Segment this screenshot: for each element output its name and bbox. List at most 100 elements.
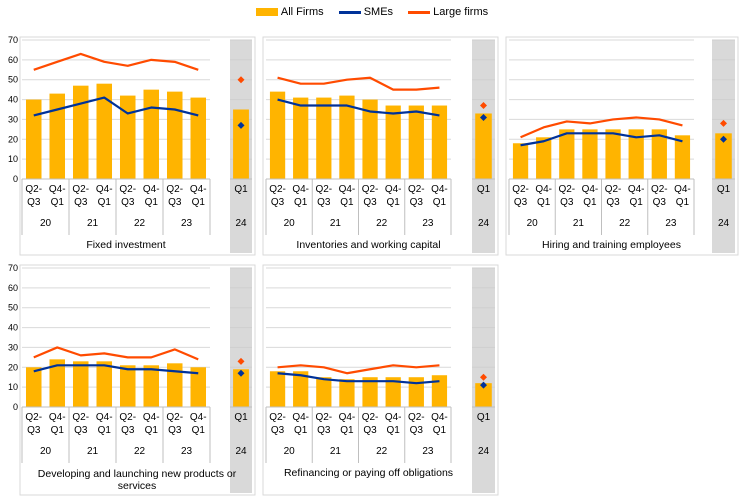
x-tick-label-top: Q2- — [166, 412, 183, 423]
x-tick-label-bottom: Q3 — [271, 425, 285, 436]
x-tick-label-bottom: Q1 — [340, 197, 354, 208]
x-tick-label-top: Q4- — [339, 184, 356, 195]
bar-all-firms — [293, 97, 309, 179]
chart-panel-1: 0 10 20 30 40 50 60 70 Q2- Q3 Q4- Q1 Q2- Q3 Q4- Q1 Q2- Q3… — [8, 35, 256, 256]
x-tick-label-bottom: Q1 — [192, 197, 206, 208]
x-latest-year-label: 24 — [478, 218, 490, 229]
x-tick-label-bottom: Q3 — [27, 197, 41, 208]
x-year-label: 21 — [330, 218, 342, 229]
y-tick-label: 70 — [8, 263, 18, 273]
x-tick-label-bottom: Q1 — [433, 197, 447, 208]
x-tick-label-top: Q2- — [72, 184, 89, 195]
bar-all-firms — [408, 105, 424, 179]
x-tick-label-top: Q2- — [25, 412, 42, 423]
legend-swatch-large-firms — [408, 10, 431, 14]
x-tick-label-top: Q4- — [431, 184, 448, 195]
x-year-label: 21 — [87, 218, 99, 229]
x-tick-label-top: Q2- — [408, 184, 425, 195]
x-tick-label-top: Q2- — [512, 184, 529, 195]
x-tick-label-bottom: Q3 — [317, 197, 331, 208]
marker-latest-large-firms — [720, 119, 727, 127]
x-tick-label-bottom: Q3 — [317, 425, 331, 436]
y-tick-label: 30 — [8, 114, 18, 124]
x-tick-label-bottom: Q1 — [294, 425, 308, 436]
x-tick-label-top: Q4- — [143, 412, 160, 423]
x-tick-label-bottom: Q3 — [363, 425, 377, 436]
x-latest-year-label: 24 — [718, 218, 730, 229]
bar-all-firms — [536, 137, 552, 179]
x-latest-quarter-label: Q1 — [234, 412, 248, 423]
marker-latest-smes — [720, 135, 727, 143]
bar-all-firms — [385, 377, 401, 407]
bar-all-firms — [674, 135, 691, 179]
legend-item-large-firms: Large firms — [408, 6, 488, 18]
bar-all-firms — [362, 99, 378, 179]
line-smes — [277, 98, 440, 117]
x-latest-year-label: 24 — [478, 446, 490, 457]
x-latest-year-label: 24 — [235, 218, 247, 229]
bar-all-firms — [431, 375, 448, 407]
x-tick-label-top: Q4- — [582, 184, 599, 195]
line-smes — [520, 132, 683, 147]
bar-latest-all-firms — [715, 133, 732, 179]
line-smes — [33, 364, 199, 375]
x-tick-label-bottom: Q3 — [74, 425, 88, 436]
x-latest-quarter-label: Q1 — [477, 412, 491, 423]
marker-latest-smes — [480, 381, 487, 389]
x-tick-label-top: Q4- — [190, 412, 207, 423]
bar-all-firms — [385, 105, 401, 179]
bar-all-firms — [316, 97, 332, 179]
chart-title: Developing and launching new products or… — [38, 468, 237, 492]
bar-latest-all-firms — [233, 109, 249, 179]
x-tick-label-bottom: Q3 — [410, 425, 424, 436]
x-tick-label-bottom: Q3 — [514, 197, 528, 208]
panel-frame — [262, 264, 499, 496]
x-tick-label-bottom: Q1 — [51, 425, 65, 436]
bar-all-firms — [49, 359, 66, 407]
legend-item-smes: SMEs — [338, 6, 393, 18]
x-tick-label-bottom: Q1 — [537, 197, 551, 208]
x-tick-label-top: Q4- — [292, 412, 309, 423]
y-tick-label: 10 — [8, 154, 18, 164]
line-large-firms — [277, 76, 440, 91]
x-tick-label-top: Q4- — [628, 184, 645, 195]
bar-all-firms — [339, 95, 355, 179]
panel-frame — [505, 36, 739, 256]
line-smes — [33, 96, 199, 117]
x-year-label: 21 — [573, 218, 585, 229]
legend-item-all-firms: All Firms — [255, 6, 324, 18]
bar-all-firms — [72, 361, 89, 407]
x-tick-label-top: Q2- — [72, 412, 89, 423]
x-tick-label-bottom: Q3 — [168, 197, 182, 208]
bar-all-firms — [190, 367, 207, 407]
marker-latest-smes — [237, 121, 245, 129]
chart-panel-3: Q2- Q3 Q4- Q1 Q2- Q3 Q4- Q1 Q2- Q3 Q4- Q1 Q2- Q3 Q4- Q1… — [505, 36, 739, 256]
chart-panel-2: Q2- Q3 Q4- Q1 Q2- Q3 Q4- Q1 Q2- Q3 Q4- Q1 Q2- Q3 Q4- Q1… — [262, 36, 499, 256]
chart-title: Refinancing or paying off obligations — [284, 467, 453, 479]
chart-title: Hiring and training employees — [542, 239, 681, 251]
marker-latest-large-firms — [237, 76, 245, 84]
x-tick-label-top: Q4- — [385, 412, 402, 423]
chart-title: Inventories and working capital — [296, 239, 440, 251]
x-tick-label-top: Q2- — [605, 184, 622, 195]
marker-latest-smes — [480, 113, 487, 121]
x-year-label: 22 — [134, 446, 146, 457]
chart-title-line-2: services — [118, 480, 157, 492]
x-tick-label-top: Q4- — [292, 184, 309, 195]
x-tick-label-top: Q4- — [385, 184, 402, 195]
chart-title-line-1: Developing and launching new products or — [38, 468, 237, 480]
bar-all-firms — [25, 99, 42, 179]
x-tick-label-bottom: Q1 — [340, 425, 354, 436]
x-year-label: 23 — [181, 218, 193, 229]
bar-all-firms — [96, 83, 113, 179]
x-tick-label-top: Q4- — [431, 412, 448, 423]
y-tick-label: 40 — [8, 95, 18, 105]
x-tick-label-bottom: Q3 — [271, 197, 285, 208]
bar-all-firms — [316, 377, 332, 407]
y-tick-label: 50 — [8, 303, 18, 313]
x-tick-label-top: Q4- — [674, 184, 691, 195]
line-large-firms — [277, 364, 440, 375]
bar-latest-all-firms — [475, 383, 492, 407]
x-tick-label-bottom: Q1 — [192, 425, 206, 436]
x-tick-label-bottom: Q3 — [653, 197, 667, 208]
